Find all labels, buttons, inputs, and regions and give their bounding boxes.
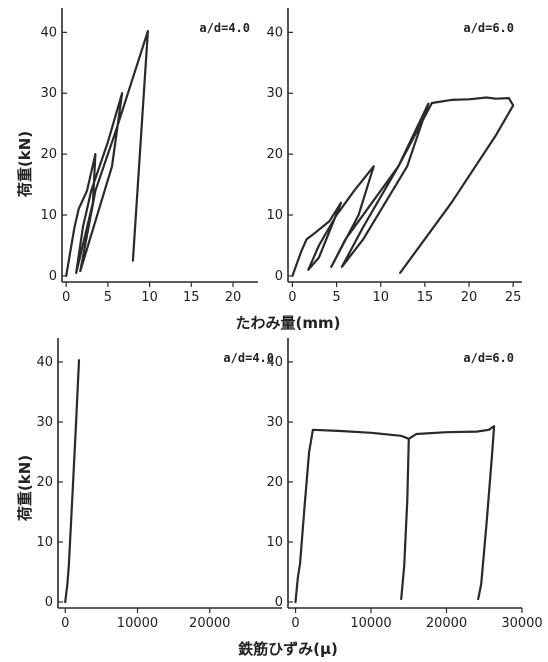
x-tick-label: 0 xyxy=(62,290,70,305)
panel-annotation: a/d=4.0 xyxy=(199,21,250,35)
series-line xyxy=(291,96,515,277)
x-tick-label: 10 xyxy=(372,290,389,305)
y-tick-label: 40 xyxy=(40,25,57,40)
x-tick-label: 10000 xyxy=(117,616,158,631)
y-tick-label: 20 xyxy=(266,147,283,162)
y-axis-label-bottom: 荷重(kN) xyxy=(16,455,34,521)
y-tick-label: 0 xyxy=(275,595,283,610)
x-tick-label: 10000 xyxy=(350,616,391,631)
x-tick-label: 0 xyxy=(288,290,296,305)
x-tick-label: 5 xyxy=(332,290,340,305)
x-tick-label: 20 xyxy=(461,290,478,305)
panel-annotation: a/d=4.0 xyxy=(223,351,274,365)
y-tick-label: 20 xyxy=(266,475,283,490)
series-line xyxy=(64,359,81,604)
x-tick-label: 5 xyxy=(104,290,112,305)
panel-annotation: a/d=6.0 xyxy=(463,21,514,35)
x-tick-label: 15 xyxy=(417,290,434,305)
x-tick-label: 25 xyxy=(505,290,522,305)
y-tick-label: 40 xyxy=(36,355,53,370)
y-tick-label: 10 xyxy=(266,208,283,223)
x-tick-label: 20 xyxy=(225,290,242,305)
y-tick-label: 10 xyxy=(36,535,53,550)
panel-bottom-left: 0 10 20 30 40 0 10000 20000 a/d=4.0 xyxy=(36,338,282,631)
panel-top-right: 0 10 20 30 40 0 5 10 15 20 25 a/d=6.0 xyxy=(266,8,522,305)
y-tick-label: 20 xyxy=(40,147,57,162)
y-tick-label: 30 xyxy=(266,415,283,430)
x-tick-label: 30000 xyxy=(501,616,542,631)
x-tick-label: 10 xyxy=(141,290,158,305)
series-line xyxy=(407,425,496,601)
y-tick-label: 10 xyxy=(40,208,57,223)
y-tick-label: 30 xyxy=(36,415,53,430)
y-axis-label-top: 荷重(kN) xyxy=(16,131,34,197)
y-tick-label: 0 xyxy=(275,269,283,284)
y-tick-label: 0 xyxy=(45,595,53,610)
x-tick-label: 0 xyxy=(61,616,69,631)
y-tick-label: 30 xyxy=(40,86,57,101)
y-tick-label: 30 xyxy=(266,86,283,101)
panel-annotation: a/d=6.0 xyxy=(463,351,514,365)
x-tick-label: 20000 xyxy=(189,616,230,631)
y-tick-label: 40 xyxy=(266,25,283,40)
panel-bottom-right: 0 10 20 30 40 0 10000 20000 30000 a/d=6.0 xyxy=(266,338,543,631)
series-line xyxy=(294,428,410,604)
y-tick-label: 40 xyxy=(266,355,283,370)
panel-top-left: 0 10 20 30 40 0 5 10 15 20 a/d=4.0 xyxy=(40,8,258,305)
x-axis-label-bottom: 鉄筋ひずみ(μ) xyxy=(238,640,338,658)
x-tick-label: 15 xyxy=(183,290,200,305)
x-tick-label: 20000 xyxy=(426,616,467,631)
x-tick-label: 0 xyxy=(291,616,299,631)
y-tick-label: 0 xyxy=(49,269,57,284)
x-axis-label-top: たわみ量(mm) xyxy=(236,314,341,332)
y-tick-label: 10 xyxy=(266,535,283,550)
y-tick-label: 20 xyxy=(36,475,53,490)
series-line xyxy=(65,30,149,277)
